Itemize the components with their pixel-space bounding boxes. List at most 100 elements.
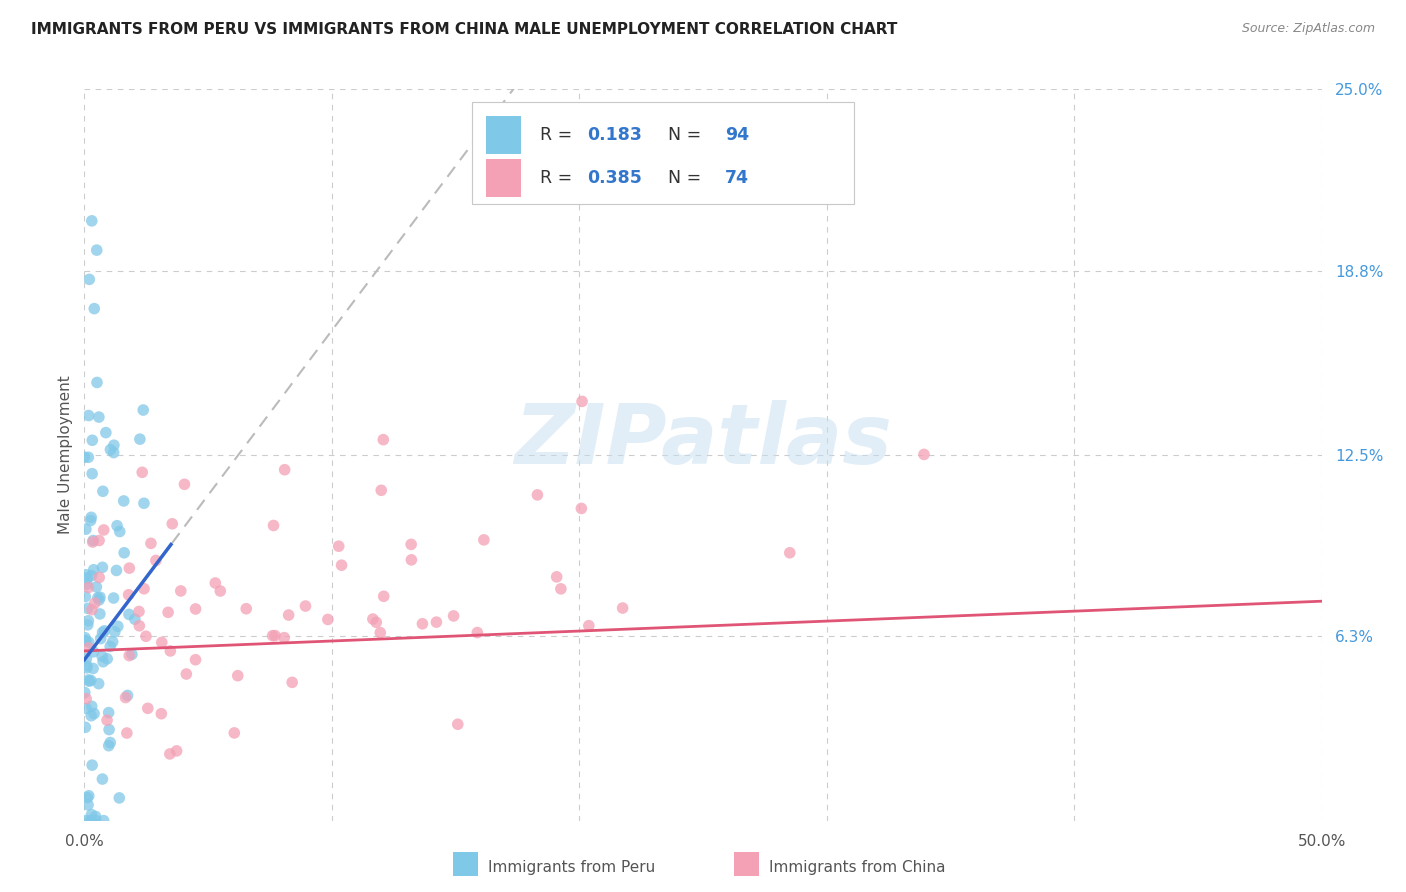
Point [411,616,433,631]
Point [82,535,104,549]
Point [550,582,572,596]
Point [136,701,159,715]
Text: IMMIGRANTS FROM PERU VS IMMIGRANTS FROM CHINA MALE UNEMPLOYMENT CORRELATION CHAR: IMMIGRANTS FROM PERU VS IMMIGRANTS FROM … [31,22,897,37]
Point [94,425,117,440]
Point [117,689,139,703]
Text: Source: ZipAtlas.com: Source: ZipAtlas.com [1241,22,1375,36]
Point [87,533,110,548]
FancyBboxPatch shape [486,159,522,197]
Point [97,739,120,753]
Point [132,496,155,510]
Point [124,612,146,626]
Text: N =: N = [657,127,707,145]
Point [91,649,114,664]
Point [118,648,141,663]
Point [104,624,127,639]
Point [526,488,548,502]
Point [75,590,97,604]
Point [361,612,384,626]
Point [75,651,97,665]
Point [166,744,188,758]
Point [82,434,104,448]
Point [80,603,103,617]
Point [82,758,104,772]
Text: Immigrants from China: Immigrants from China [769,860,946,874]
Point [157,605,180,619]
Point [100,442,122,457]
Point [263,518,285,533]
Point [399,537,422,551]
Point [96,652,118,666]
Point [77,797,100,812]
Point [115,726,138,740]
FancyBboxPatch shape [486,117,522,154]
Point [96,713,118,727]
Text: Immigrants from Peru: Immigrants from Peru [488,860,655,874]
Point [370,483,392,498]
Point [90,632,112,646]
Point [77,409,100,423]
Point [84,809,107,823]
Point [128,619,150,633]
Point [73,450,96,465]
Point [77,450,100,465]
Point [80,699,103,714]
Point [87,676,110,690]
Point [912,447,935,461]
Y-axis label: Male Unemployment: Male Unemployment [58,376,73,534]
Text: 94: 94 [725,127,749,145]
Point [80,807,103,822]
Point [162,516,184,531]
Point [79,272,101,286]
Point [80,673,103,688]
Point [76,601,98,615]
Point [373,433,395,447]
Point [75,691,97,706]
Point [105,518,128,533]
Point [328,539,350,553]
FancyBboxPatch shape [471,103,853,204]
Point [105,564,128,578]
Point [76,617,98,632]
Point [75,633,97,648]
Point [264,629,287,643]
Point [75,814,97,828]
Point [82,467,104,481]
Point [98,723,121,737]
Point [76,577,98,591]
Point [159,747,181,761]
Point [93,624,115,638]
Point [173,477,195,491]
Point [135,629,157,643]
Point [91,625,114,640]
Point [75,522,97,536]
Text: ZIPatlas: ZIPatlas [515,400,891,481]
Point [80,568,103,582]
Point [86,243,108,257]
Point [571,394,593,409]
Point [273,631,295,645]
Text: R =: R = [540,169,578,187]
Point [578,618,600,632]
Point [117,588,139,602]
Point [262,629,284,643]
Text: 0.385: 0.385 [586,169,641,187]
Point [79,814,101,828]
Point [76,790,98,805]
Point [330,558,353,573]
Point [83,706,105,721]
Point [101,634,124,648]
Point [83,563,105,577]
Point [80,214,103,228]
Point [75,701,97,715]
Point [108,524,131,539]
Text: 0.183: 0.183 [586,127,641,145]
Point [108,791,131,805]
Point [121,648,143,662]
Point [83,301,105,316]
Point [184,602,207,616]
Point [150,635,173,649]
Point [80,708,103,723]
Point [77,640,100,655]
Point [89,570,111,584]
